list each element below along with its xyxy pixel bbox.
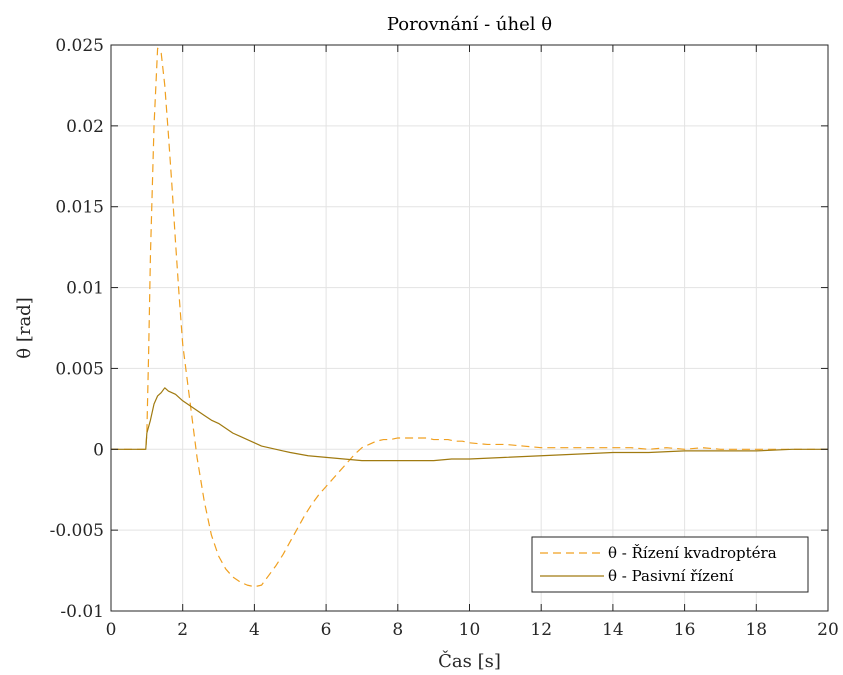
x-tick-label: 6 [321,620,332,640]
y-tick-label: 0.015 [55,198,104,218]
series-line-passive [111,387,828,462]
x-tick-label: 14 [602,620,624,640]
y-tick-label: 0 [93,440,104,460]
x-tick-label: 2 [177,620,188,640]
x-tick-label: 0 [106,620,117,640]
y-tick-label: 0.01 [66,279,104,299]
axis-ticks [110,44,829,612]
y-tick-label: 0.005 [55,359,104,379]
legend-box [531,536,809,593]
y-tick-label: 0.025 [55,36,104,56]
x-tick-label: 10 [459,620,481,640]
x-tick-label: 18 [745,620,767,640]
y-tick-labels: -0.01 -0.005 0 0.005 0.01 0.015 0.02 0.025 [50,36,104,622]
chart-title: Porovnání - úhel θ [387,14,552,35]
legend-label-quadcopter: θ - Řízení kvadroptéra [608,544,777,562]
y-axis-title: θ [rad] [14,297,35,358]
y-tick-label: 0.02 [66,117,104,137]
x-tick-label: 12 [530,620,552,640]
x-tick-label: 20 [817,620,839,640]
x-tick-label: 8 [392,620,403,640]
legend: θ - Řízení kvadroptéra θ - Pasivní řízen… [531,536,809,593]
x-tick-label: 4 [249,620,260,640]
y-tick-label: -0.005 [50,521,104,541]
x-tick-label: 16 [674,620,696,640]
legend-label-passive: θ - Pasivní řízení [608,567,734,585]
series-line-quadcopter [111,47,828,588]
series-layer [111,47,828,588]
y-tick-label: -0.01 [60,602,104,622]
x-axis-title: Čas [s] [438,649,501,672]
x-tick-labels: 0 2 4 6 8 10 12 14 16 18 20 [106,620,839,640]
